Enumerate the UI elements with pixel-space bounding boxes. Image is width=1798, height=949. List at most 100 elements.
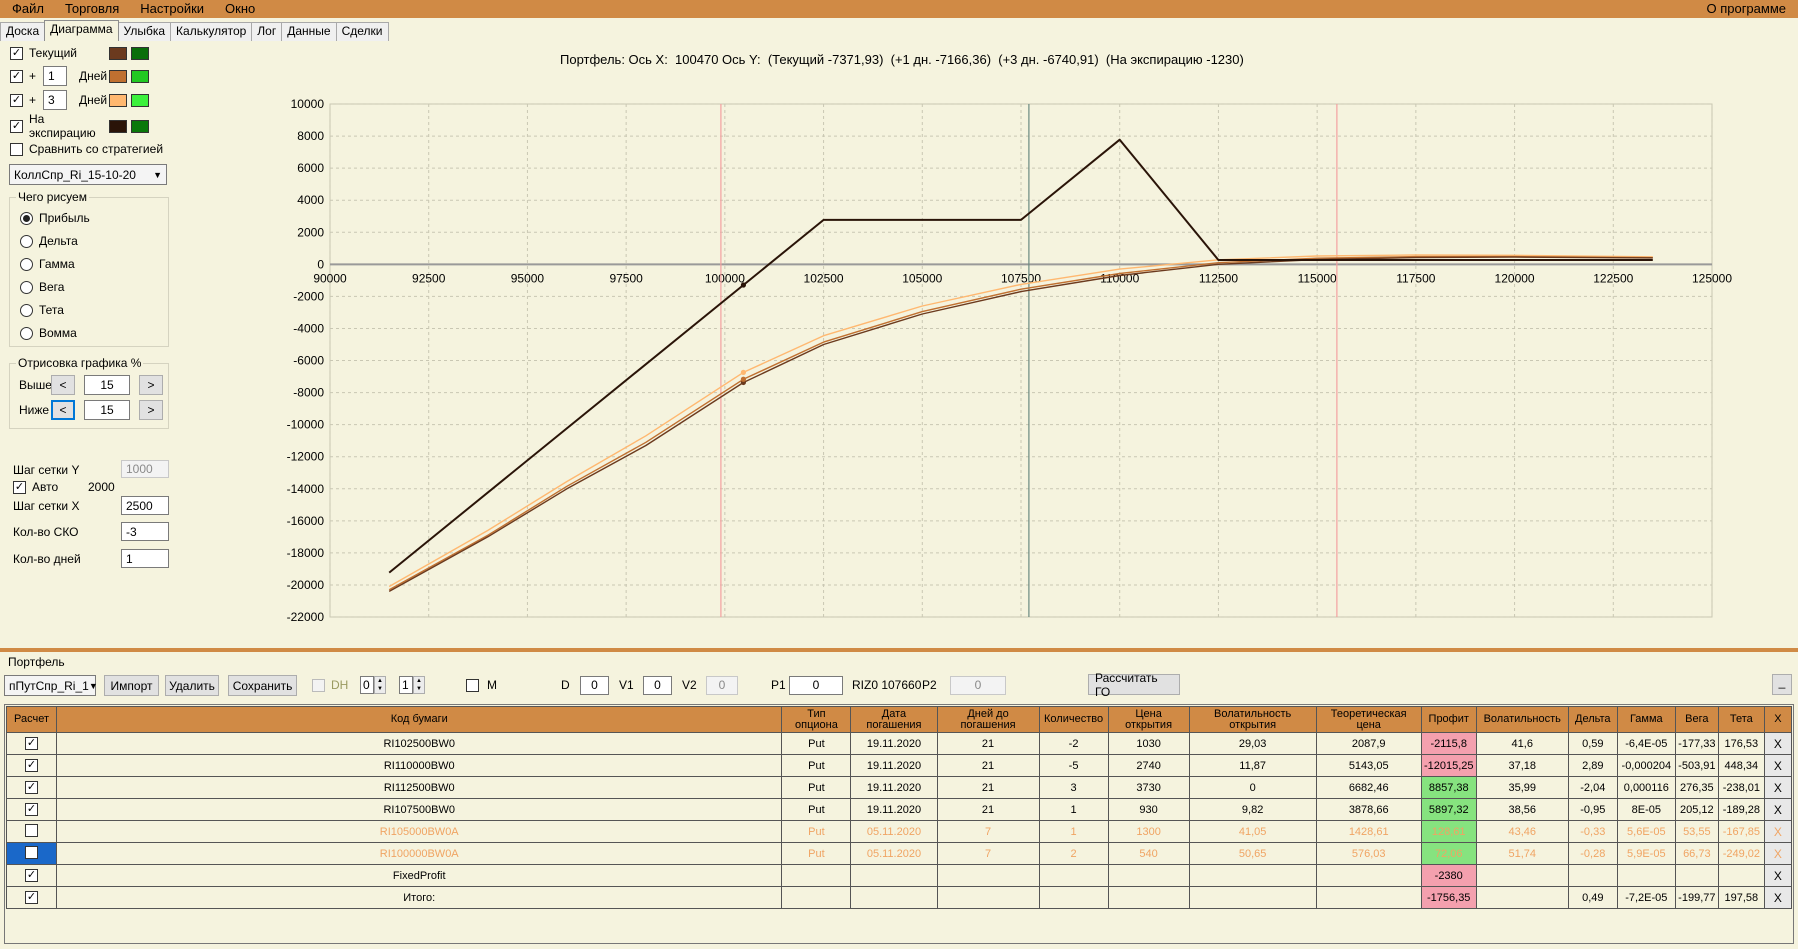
table-cell[interactable]: -0,28 (1567, 842, 1618, 865)
spin1-updown[interactable]: ▲ ▼ (374, 676, 386, 694)
curve-plus3-checkbox[interactable]: ✓ (10, 93, 23, 107)
table-cell[interactable]: Put (781, 842, 852, 865)
table-cell[interactable]: 276,35 (1674, 776, 1719, 799)
table-row[interactable]: ✓ RI112500BW0 Put 19.11.2020 21 3 3730 0 6682,46… (5, 776, 1793, 799)
render-above-input[interactable]: 15 (84, 375, 130, 395)
d-input[interactable]: 0 (580, 675, 609, 695)
curve-expiry-color2[interactable] (131, 119, 149, 133)
table-cell[interactable]: 5143,05 (1315, 754, 1422, 777)
table-cell[interactable]: 19.11.2020 (850, 732, 938, 755)
table-cell[interactable]: 448,34 (1717, 754, 1765, 777)
table-cell[interactable]: 41,6 (1475, 732, 1569, 755)
table-cell[interactable]: 21 (936, 798, 1040, 821)
table-cell[interactable]: 540 (1107, 842, 1190, 865)
row-calc-checkbox-cell[interactable] (5, 842, 58, 865)
draw-option-delta[interactable]: Дельта (20, 232, 78, 250)
table-cell[interactable]: 19.11.2020 (850, 798, 938, 821)
table-cell[interactable]: 1 (1038, 820, 1109, 843)
table-cell[interactable]: 21 (936, 754, 1040, 777)
table-cell[interactable]: 0,49 (1567, 886, 1618, 909)
table-cell[interactable]: -167,85 (1717, 820, 1765, 843)
table-cell[interactable]: 19.11.2020 (850, 754, 938, 777)
table-cell[interactable]: 1428,61 (1315, 820, 1422, 843)
row-calc-checkbox-cell[interactable]: ✓ (5, 776, 58, 799)
p1-input[interactable]: 0 (789, 675, 843, 695)
table-cell[interactable]: 576,03 (1315, 842, 1422, 865)
table-cell[interactable]: 0,000116 (1616, 776, 1676, 799)
table-row[interactable]: ✓ Итого: -1756,35 0,49 -7,2E-05 -199,77 197,58… (5, 886, 1793, 909)
menu-trading[interactable]: Торговля (64, 1, 120, 16)
v2-input[interactable]: 0 (706, 675, 738, 695)
table-cell[interactable]: -2,04 (1567, 776, 1618, 799)
grid-header-cell[interactable]: Дельта (1567, 706, 1618, 733)
table-cell[interactable]: 53,55 (1674, 820, 1719, 843)
curve-plus1-checkbox[interactable]: ✓ (10, 69, 23, 83)
row-calc-checkbox-cell[interactable]: ✓ (5, 732, 58, 755)
draw-option-theta[interactable]: Тета (20, 301, 64, 319)
curve-plus1-days-input[interactable]: 1 (43, 66, 67, 86)
table-cell[interactable]: -199,77 (1674, 886, 1719, 909)
table-cell[interactable] (850, 864, 938, 887)
table-cell[interactable]: -0,000204 (1616, 754, 1676, 777)
table-cell[interactable]: 50,65 (1188, 842, 1317, 865)
grid-header-cell[interactable]: Количество (1038, 706, 1109, 733)
tab-diagram[interactable]: Диаграмма (44, 20, 119, 41)
table-cell[interactable] (1616, 864, 1676, 887)
curve-current-color1[interactable] (109, 46, 127, 60)
row-delete-button[interactable]: X (1763, 842, 1793, 865)
spin2-updown[interactable]: ▲ ▼ (413, 676, 425, 694)
table-cell[interactable] (781, 886, 852, 909)
table-row[interactable]: ✓ RI110000BW0 Put 19.11.2020 21 -5 2740 11,87 51… (5, 754, 1793, 777)
table-cell[interactable]: 5897,32 (1420, 798, 1477, 821)
table-cell[interactable]: 19.11.2020 (850, 776, 938, 799)
curve-current-color2[interactable] (131, 46, 149, 60)
row-delete-button[interactable]: X (1763, 886, 1793, 909)
table-cell[interactable]: 9,82 (1188, 798, 1317, 821)
table-cell[interactable]: 43,46 (1475, 820, 1569, 843)
curve-plus3-days-input[interactable]: 3 (43, 90, 67, 110)
table-cell[interactable]: 930 (1107, 798, 1190, 821)
table-row[interactable]: RI100000BW0A Put 05.11.2020 7 2 540 50,65 576,0… (5, 842, 1793, 865)
grid-header-cell[interactable]: Тип опциона (781, 706, 852, 733)
curve-plus3-color2[interactable] (131, 93, 149, 107)
table-cell[interactable]: 05.11.2020 (850, 842, 938, 865)
grid-header-cell[interactable]: Вега (1674, 706, 1719, 733)
render-above-prev-button[interactable]: < (51, 375, 75, 395)
table-cell[interactable]: 205,12 (1674, 798, 1719, 821)
row-calc-checkbox-cell[interactable]: ✓ (5, 798, 58, 821)
curve-current-checkbox[interactable]: ✓ (10, 46, 23, 60)
table-cell[interactable]: RI107500BW0 (56, 798, 783, 821)
dh-checkbox[interactable] (312, 678, 325, 692)
table-cell[interactable]: -5 (1038, 754, 1109, 777)
strategy-select[interactable]: КоллСпр_Ri_15-10-20 ▼ (9, 164, 167, 185)
table-cell[interactable]: 05.11.2020 (850, 820, 938, 843)
table-cell[interactable] (1475, 864, 1569, 887)
table-cell[interactable]: 1030 (1107, 732, 1190, 755)
curve-plus1-color1[interactable] (109, 69, 127, 83)
curve-expiry-color1[interactable] (109, 119, 127, 133)
menu-about[interactable]: О программе (1706, 1, 1786, 16)
tab-data[interactable]: Данные (281, 22, 337, 41)
table-cell[interactable]: Итого: (56, 886, 783, 909)
render-above-next-button[interactable]: > (139, 375, 163, 395)
table-cell[interactable]: Put (781, 776, 852, 799)
table-cell[interactable]: Put (781, 798, 852, 821)
row-calc-checkbox[interactable]: ✓ (25, 869, 38, 882)
table-cell[interactable] (1567, 864, 1618, 887)
row-calc-checkbox-cell[interactable]: ✓ (5, 886, 58, 909)
row-calc-checkbox[interactable]: ✓ (25, 759, 38, 772)
grid-header-cell[interactable]: Дней до погашения (936, 706, 1040, 733)
table-cell[interactable]: -0,33 (1567, 820, 1618, 843)
table-cell[interactable]: 2 (1038, 842, 1109, 865)
m-checkbox[interactable] (466, 678, 479, 692)
table-cell[interactable]: 2087,9 (1315, 732, 1422, 755)
table-cell[interactable]: 72,06 (1420, 842, 1477, 865)
spin2-input[interactable]: 1 (399, 676, 413, 694)
table-cell[interactable] (1038, 864, 1109, 887)
curve-plus1-color2[interactable] (131, 69, 149, 83)
radio-vega[interactable] (20, 280, 33, 294)
grid-header-cell[interactable]: Цена открытия (1107, 706, 1190, 733)
tab-deals[interactable]: Сделки (335, 22, 389, 41)
table-cell[interactable]: 0,59 (1567, 732, 1618, 755)
table-cell[interactable]: 128,61 (1420, 820, 1477, 843)
